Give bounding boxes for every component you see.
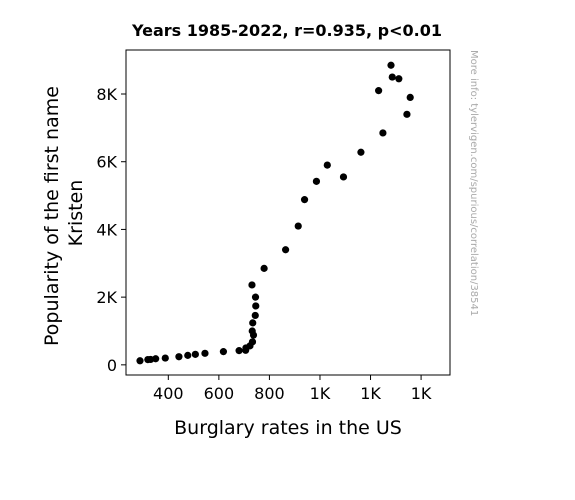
data-point [312,177,321,185]
data-point [357,148,365,156]
y-tick-label: 2K [96,288,117,307]
y-axis-ticks: 0 2K 4K 6K 8K [96,85,126,375]
data-point [375,87,383,95]
data-point [136,357,144,365]
data-point [388,73,396,81]
data-point [242,346,250,354]
data-point [201,349,209,357]
data-point [260,264,268,272]
y-axis-label: Popularity of the first name Kristen [41,80,87,346]
data-point [300,196,309,204]
y-axis-label-line-2: Kristen [65,180,87,247]
x-tick-label: 800 [254,384,285,403]
y-tick-label: 8K [96,85,117,104]
x-tick-label: 400 [153,384,184,403]
data-point [144,355,152,364]
x-tick-label: 1K [360,384,381,403]
data-point [251,293,260,301]
plot-area-frame [125,49,451,376]
y-axis-label-line-1: Popularity of the first name [41,86,63,346]
data-point [379,129,387,137]
data-point [235,347,243,355]
data-point [249,331,258,339]
data-point [191,350,199,358]
data-point [249,319,257,327]
y-tick-label: 4K [96,220,117,239]
x-tick-label: 1K [310,384,331,403]
data-point [251,311,259,320]
data-point [406,93,414,101]
y-tick-label: 6K [96,153,117,172]
data-point [281,246,290,254]
data-point [184,351,192,359]
y-tick-label: 0 [107,356,117,375]
data-point [252,302,260,310]
data-point [175,353,183,361]
data-point [323,161,331,169]
x-tick-label: 1K [411,384,432,403]
data-point [219,348,228,356]
data-point [403,110,411,118]
x-axis-ticks: 400 600 800 1K 1K 1K [153,375,432,403]
data-point [248,281,256,289]
data-point [339,173,348,181]
chart-title: Years 1985-2022, r=0.935, p<0.01 [131,21,442,40]
data-point [161,354,169,362]
data-point [294,222,302,230]
data-points [136,61,414,365]
data-point [395,75,403,83]
x-tick-label: 600 [204,384,235,403]
source-note: More info: tylervigen.com/spurious/corre… [468,50,479,316]
x-axis-label: Burglary rates in the US [174,417,402,439]
data-point [387,61,395,69]
